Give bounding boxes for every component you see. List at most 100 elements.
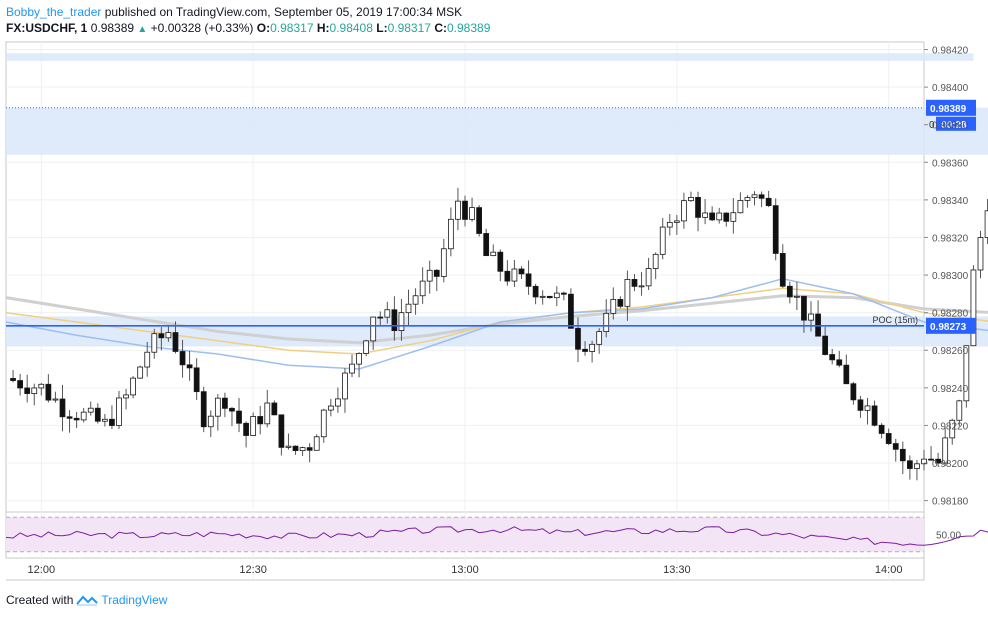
candle-body xyxy=(17,380,23,389)
candle-body xyxy=(907,460,913,469)
rsi-line xyxy=(5,526,988,546)
chart-grid xyxy=(5,41,925,581)
candle-body xyxy=(271,402,278,416)
candle-body xyxy=(878,424,885,434)
candle-body xyxy=(236,410,242,424)
candle-body xyxy=(207,415,214,428)
candle-body xyxy=(575,327,581,350)
candle-body xyxy=(200,391,207,428)
rsi-pane xyxy=(5,516,988,553)
x-tick-label: 13:00 xyxy=(451,564,479,576)
candle-body xyxy=(10,378,16,381)
candle-body xyxy=(59,398,66,418)
candle-body xyxy=(949,419,956,439)
poc-price-label: 0.98273 xyxy=(930,322,967,333)
candle-body xyxy=(320,409,327,438)
candle-body xyxy=(229,407,235,412)
candle-body xyxy=(335,398,341,407)
candle-body xyxy=(144,351,151,368)
candle-body xyxy=(264,402,271,425)
candle-body xyxy=(758,194,765,199)
countdown-prefix: 0 xyxy=(929,120,935,131)
candle-body xyxy=(52,398,59,401)
candle-body xyxy=(222,397,228,409)
author-link[interactable]: Bobby_the_trader xyxy=(6,5,102,19)
candle-body xyxy=(737,200,744,214)
candle-body xyxy=(864,405,871,411)
poc-price-tag xyxy=(926,317,976,334)
x-tick-label: 12:30 xyxy=(239,564,267,576)
candle-body xyxy=(24,387,31,394)
candle-body xyxy=(327,405,334,411)
candle-body xyxy=(186,364,193,369)
tradingview-link[interactable]: TradingView xyxy=(101,593,168,607)
moving-averages xyxy=(5,278,988,370)
poc-label: POC (15m) xyxy=(872,315,918,325)
x-tick-label: 12:00 xyxy=(28,564,56,576)
candle-body xyxy=(603,312,610,333)
low-label: L: xyxy=(376,21,388,35)
candle-body xyxy=(497,251,504,272)
countdown-label: 00:28 xyxy=(941,120,967,131)
candle-body xyxy=(751,194,758,198)
up-triangle-icon: ▲ xyxy=(137,24,148,35)
candle-body xyxy=(377,316,384,319)
candle-body xyxy=(299,447,306,452)
candle-body xyxy=(709,212,716,221)
candle-body xyxy=(730,212,737,222)
candle-body xyxy=(448,218,454,250)
y-tick-label: 0.98400 xyxy=(932,83,969,94)
candle-body xyxy=(504,270,511,282)
y-tick-label: 0.98420 xyxy=(932,46,969,57)
candle-body xyxy=(356,353,362,365)
candle-body xyxy=(250,416,257,436)
candle-body xyxy=(638,285,645,288)
candle-body xyxy=(779,253,786,287)
candle-body xyxy=(525,273,532,287)
candle-body xyxy=(963,345,970,402)
candle-body xyxy=(786,285,793,298)
candle-body xyxy=(193,367,200,393)
y-tick-label: 0.98340 xyxy=(932,196,969,207)
candle-body xyxy=(172,332,179,352)
candle-body xyxy=(568,293,574,329)
zone-box xyxy=(6,53,974,61)
candle-body xyxy=(151,333,158,353)
y-tick-label: 0.98360 xyxy=(932,158,969,169)
candle-body xyxy=(659,226,666,255)
candle-body xyxy=(137,366,144,379)
created-with-text: Created with xyxy=(6,593,74,607)
candle-body xyxy=(582,348,588,352)
ma-fast-line xyxy=(5,278,988,370)
candle-body xyxy=(892,443,899,450)
open-value: 0.98317 xyxy=(270,21,314,35)
candle-body xyxy=(935,458,941,464)
candle-body xyxy=(723,212,730,222)
candle-body xyxy=(158,333,165,339)
candle-body xyxy=(702,212,708,218)
candle-body xyxy=(546,295,553,299)
candle-body xyxy=(589,343,595,352)
high-label: H: xyxy=(316,21,330,35)
candle-body xyxy=(292,445,299,452)
candle-body xyxy=(772,205,779,254)
horizontal-lines: 0.98389 0 00:28 POC (15m) 0.98273 xyxy=(6,99,976,334)
tradingview-logo-icon xyxy=(76,595,99,606)
close-value: 0.98389 xyxy=(446,21,491,35)
candle-body xyxy=(80,411,87,421)
candle-body xyxy=(483,233,490,257)
candle-body xyxy=(885,433,892,444)
header-line-1: Bobby_the_trader published on TradingVie… xyxy=(6,4,490,20)
candle-body xyxy=(130,377,136,396)
candle-body xyxy=(716,212,723,221)
candle-body xyxy=(850,383,857,401)
candle-body xyxy=(942,437,949,464)
x-tick-label: 14:00 xyxy=(875,564,903,576)
symbol-label[interactable]: FX:USDCHF, 1 xyxy=(6,21,88,35)
y-tick-label: 0.98260 xyxy=(932,346,969,357)
candle-body xyxy=(871,405,878,426)
axes: 0.98420 0.98400 0.98380 0.98360 0.98340 0.983… xyxy=(28,46,969,576)
candle-body xyxy=(553,292,560,299)
candle-body xyxy=(66,416,73,419)
